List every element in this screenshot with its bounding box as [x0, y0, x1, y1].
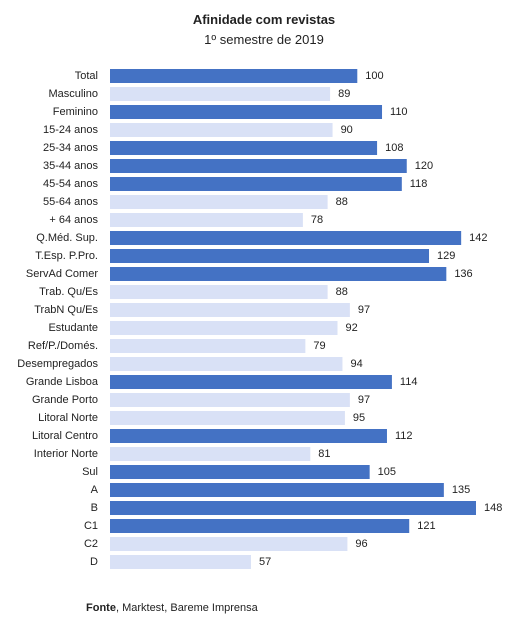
source-note: Fonte, Marktest, Bareme Imprensa — [86, 602, 258, 614]
bar — [110, 267, 447, 281]
category-label: Sul — [82, 466, 98, 478]
value-label: 105 — [378, 466, 396, 478]
category-label: B — [91, 502, 98, 514]
category-label: Estudante — [48, 322, 98, 334]
bar — [110, 339, 306, 353]
source-text: , Marktest, Bareme Imprensa — [115, 602, 258, 614]
bar — [110, 447, 311, 461]
category-label: 25-34 anos — [43, 142, 99, 154]
category-label: TrabN Qu/Es — [34, 304, 98, 316]
bar — [110, 555, 251, 569]
bar — [110, 519, 410, 533]
bar — [110, 429, 387, 443]
bar — [110, 393, 350, 407]
category-label: Interior Norte — [34, 448, 98, 460]
category-label: Desempregados — [17, 358, 98, 370]
bar — [110, 357, 343, 371]
bar — [110, 87, 331, 101]
bar — [110, 177, 402, 191]
value-label: 121 — [417, 520, 435, 532]
value-label: 100 — [365, 70, 383, 82]
bar — [110, 249, 430, 263]
bar — [110, 465, 370, 479]
chart-title: Afinidade com revistas — [192, 12, 336, 27]
value-label: 118 — [410, 178, 428, 190]
value-label: 114 — [400, 376, 418, 388]
value-label: 136 — [454, 268, 472, 280]
bar — [110, 69, 358, 83]
category-label: T.Esp. P.Pro. — [35, 250, 98, 262]
value-label: 88 — [336, 196, 348, 208]
value-label: 96 — [355, 538, 367, 550]
category-label: Litoral Centro — [32, 430, 98, 442]
bar — [110, 537, 348, 551]
category-label: Feminino — [53, 106, 98, 118]
category-label: 35-44 anos — [43, 160, 99, 172]
value-label: 112 — [395, 430, 413, 442]
category-label: Litoral Norte — [38, 412, 98, 424]
value-label: 108 — [385, 142, 403, 154]
value-label: 97 — [358, 304, 370, 316]
category-label: Grande Lisboa — [26, 376, 99, 388]
value-label: 120 — [415, 160, 433, 172]
category-label: D — [90, 556, 98, 568]
category-label: 45-54 anos — [43, 178, 99, 190]
bar — [110, 141, 378, 155]
value-label: 94 — [350, 358, 362, 370]
value-label: 148 — [484, 502, 502, 514]
bar — [110, 123, 333, 137]
bar — [110, 105, 383, 119]
category-label: Ref/P./Domés. — [28, 340, 98, 352]
bar — [110, 501, 476, 515]
value-label: 90 — [341, 124, 353, 136]
value-label: 57 — [259, 556, 271, 568]
value-label: 81 — [318, 448, 330, 460]
category-label: Trab. Qu/Es — [39, 286, 98, 298]
category-label: C2 — [84, 538, 98, 550]
source-label: Fonte — [86, 602, 116, 614]
value-label: 135 — [452, 484, 470, 496]
bar — [110, 159, 407, 173]
category-label: ServAd Comer — [26, 268, 98, 280]
bar — [110, 375, 392, 389]
value-label: 95 — [353, 412, 365, 424]
category-label: Total — [75, 70, 98, 82]
category-label: 15-24 anos — [43, 124, 99, 136]
chart-subtitle: 1º semestre de 2019 — [204, 32, 324, 47]
category-label: 55-64 anos — [43, 196, 99, 208]
category-label: C1 — [84, 520, 98, 532]
bar — [110, 231, 462, 245]
value-label: 88 — [336, 286, 348, 298]
category-label: Q.Méd. Sup. — [36, 232, 98, 244]
bar — [110, 285, 328, 299]
value-label: 129 — [437, 250, 455, 262]
value-label: 79 — [313, 340, 325, 352]
bar — [110, 411, 345, 425]
category-label: + 64 anos — [49, 214, 98, 226]
bar — [110, 303, 350, 317]
category-label: A — [91, 484, 99, 496]
bar — [110, 483, 444, 497]
value-label: 97 — [358, 394, 370, 406]
value-label: 142 — [469, 232, 487, 244]
value-label: 110 — [390, 106, 408, 118]
category-label: Grande Porto — [32, 394, 98, 406]
category-label: Masculino — [48, 88, 98, 100]
value-label: 78 — [311, 214, 323, 226]
value-label: 92 — [346, 322, 358, 334]
bar — [110, 195, 328, 209]
bar — [110, 321, 338, 335]
value-label: 89 — [338, 88, 350, 100]
bar — [110, 213, 303, 227]
